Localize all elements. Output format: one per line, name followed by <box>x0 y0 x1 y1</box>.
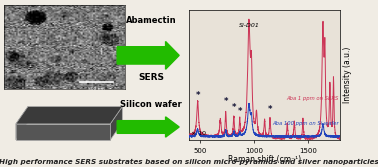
Text: *: * <box>238 107 243 116</box>
Text: *: * <box>195 91 200 100</box>
Text: *: * <box>232 103 236 112</box>
Text: Aba 1 ppm on SERS: Aba 1 ppm on SERS <box>287 96 339 101</box>
X-axis label: Raman shift (cm⁻¹): Raman shift (cm⁻¹) <box>228 155 301 164</box>
Polygon shape <box>110 107 122 140</box>
FancyArrow shape <box>117 117 179 137</box>
Polygon shape <box>16 107 122 124</box>
Text: Abamectin: Abamectin <box>126 16 177 25</box>
Text: × 10: × 10 <box>191 131 206 136</box>
Text: Aba 100 ppm on Si wafer: Aba 100 ppm on Si wafer <box>273 121 339 126</box>
Text: *: * <box>268 105 272 114</box>
Text: High performance SERS substrates based on silicon micro-pyramids and silver nano: High performance SERS substrates based o… <box>0 159 378 165</box>
Text: SERS: SERS <box>138 73 164 82</box>
Text: 500 nm: 500 nm <box>88 87 105 91</box>
Text: Silicon wafer: Silicon wafer <box>120 100 182 109</box>
Text: *: * <box>223 97 228 106</box>
Polygon shape <box>16 124 110 140</box>
Text: Si-D01: Si-D01 <box>239 23 259 28</box>
Polygon shape <box>16 107 28 140</box>
FancyArrow shape <box>117 41 179 69</box>
Y-axis label: Intensity (a.u.): Intensity (a.u.) <box>343 47 352 103</box>
